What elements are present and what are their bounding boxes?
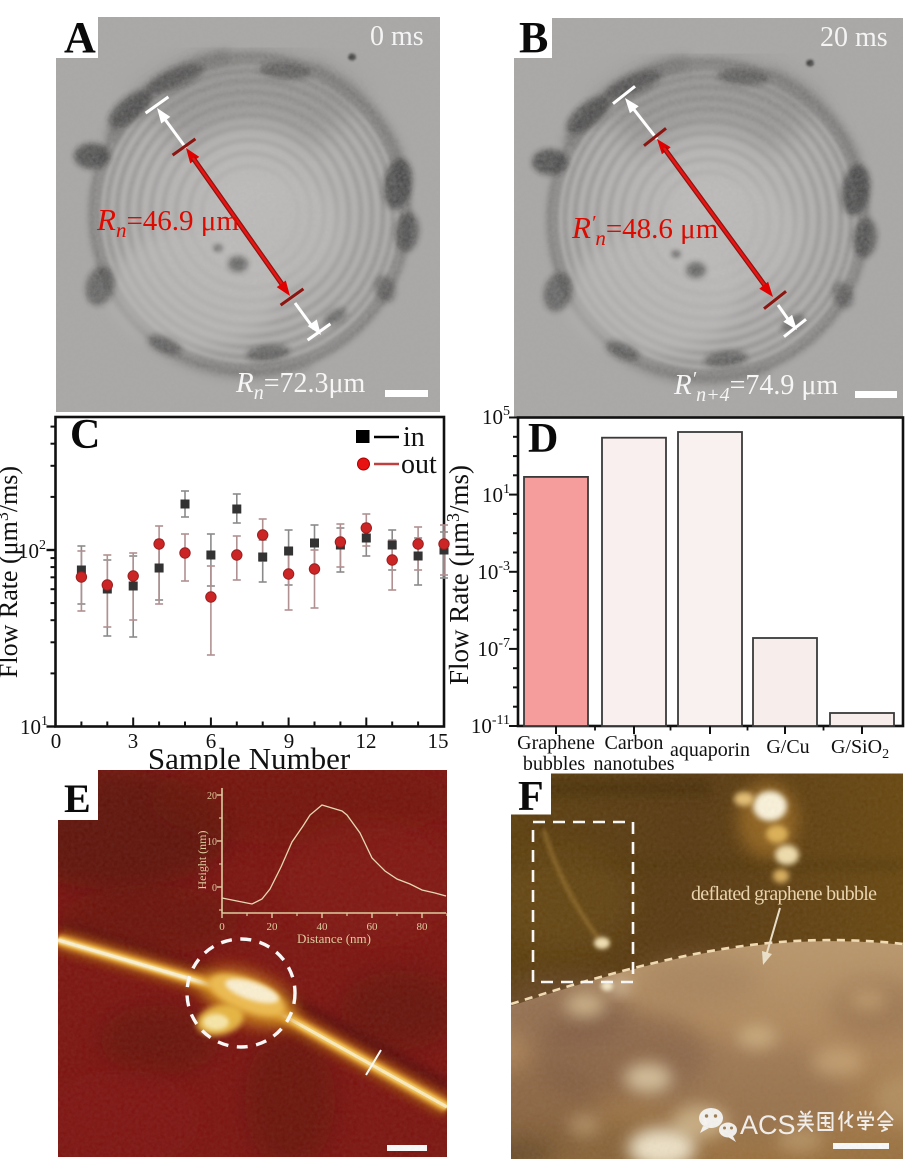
svg-text:101: 101 bbox=[482, 482, 510, 507]
svg-text:Flow Rate (μm3/ms): Flow Rate (μm3/ms) bbox=[0, 466, 23, 678]
svg-text:6: 6 bbox=[206, 729, 217, 753]
svg-text:101: 101 bbox=[20, 714, 48, 739]
svg-text:9: 9 bbox=[284, 729, 295, 753]
svg-text:aquaporin: aquaporin bbox=[670, 739, 750, 761]
svg-text:nanotubes: nanotubes bbox=[593, 753, 674, 775]
svg-text:105: 105 bbox=[482, 404, 510, 429]
svg-text:10-11: 10-11 bbox=[471, 713, 510, 738]
svg-text:Graphene: Graphene bbox=[517, 732, 595, 754]
svg-text:15: 15 bbox=[428, 729, 449, 753]
svg-text:Flow Rate (μm3/ms): Flow Rate (μm3/ms) bbox=[443, 465, 474, 685]
svg-text:102: 102 bbox=[18, 538, 46, 563]
svg-text:G/Cu: G/Cu bbox=[766, 736, 809, 758]
svg-text:E: E bbox=[64, 776, 91, 821]
svg-text:in: in bbox=[403, 422, 425, 453]
svg-text:A: A bbox=[64, 13, 96, 62]
svg-text:0: 0 bbox=[51, 729, 62, 753]
svg-text:20 ms: 20 ms bbox=[820, 22, 888, 53]
svg-text:bubbles: bubbles bbox=[523, 753, 585, 775]
svg-text:D: D bbox=[528, 416, 558, 462]
svg-text:C: C bbox=[70, 412, 100, 458]
svg-text:0 ms: 0 ms bbox=[370, 21, 424, 52]
svg-text:10-3: 10-3 bbox=[477, 559, 510, 584]
svg-text:10-7: 10-7 bbox=[477, 636, 510, 661]
svg-text:out: out bbox=[401, 449, 437, 480]
svg-text:B: B bbox=[519, 13, 548, 62]
svg-text:Carbon: Carbon bbox=[605, 732, 664, 754]
svg-text:G/SiO2: G/SiO2 bbox=[831, 736, 889, 762]
svg-text:12: 12 bbox=[356, 729, 377, 753]
svg-text:F: F bbox=[518, 774, 544, 820]
svg-text:3: 3 bbox=[128, 729, 139, 753]
